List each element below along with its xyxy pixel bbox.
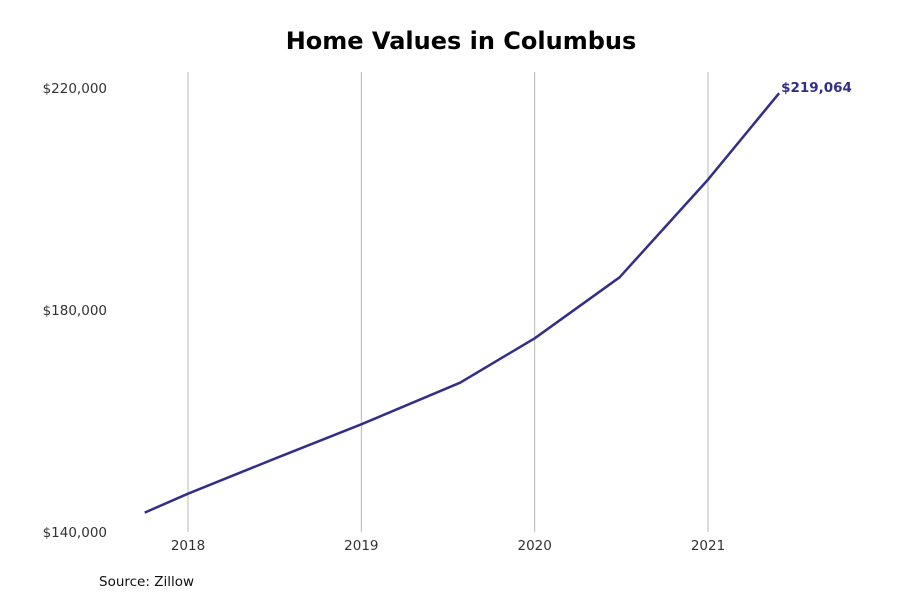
series-layer bbox=[144, 92, 781, 514]
y-tick-label: $220,000 bbox=[43, 81, 107, 97]
chart-title: Home Values in Columbus bbox=[285, 27, 637, 55]
source-note: Source: Zillow bbox=[99, 574, 195, 590]
grid-lines bbox=[187, 72, 709, 532]
x-tick-label: 2020 bbox=[517, 538, 551, 554]
x-tick-label: 2019 bbox=[344, 538, 378, 554]
x-tick-label: 2018 bbox=[171, 538, 205, 554]
y-tick-label: $140,000 bbox=[43, 525, 107, 541]
y-axis-ticks: $140,000 $180,000 $220,000 bbox=[43, 81, 107, 541]
y-tick-label: $180,000 bbox=[43, 303, 107, 319]
x-tick-label: 2021 bbox=[691, 538, 725, 554]
end-value-label: $219,064 bbox=[781, 80, 852, 96]
series-line bbox=[144, 92, 781, 514]
x-axis-ticks: 2018 2019 2020 2021 bbox=[171, 538, 725, 554]
